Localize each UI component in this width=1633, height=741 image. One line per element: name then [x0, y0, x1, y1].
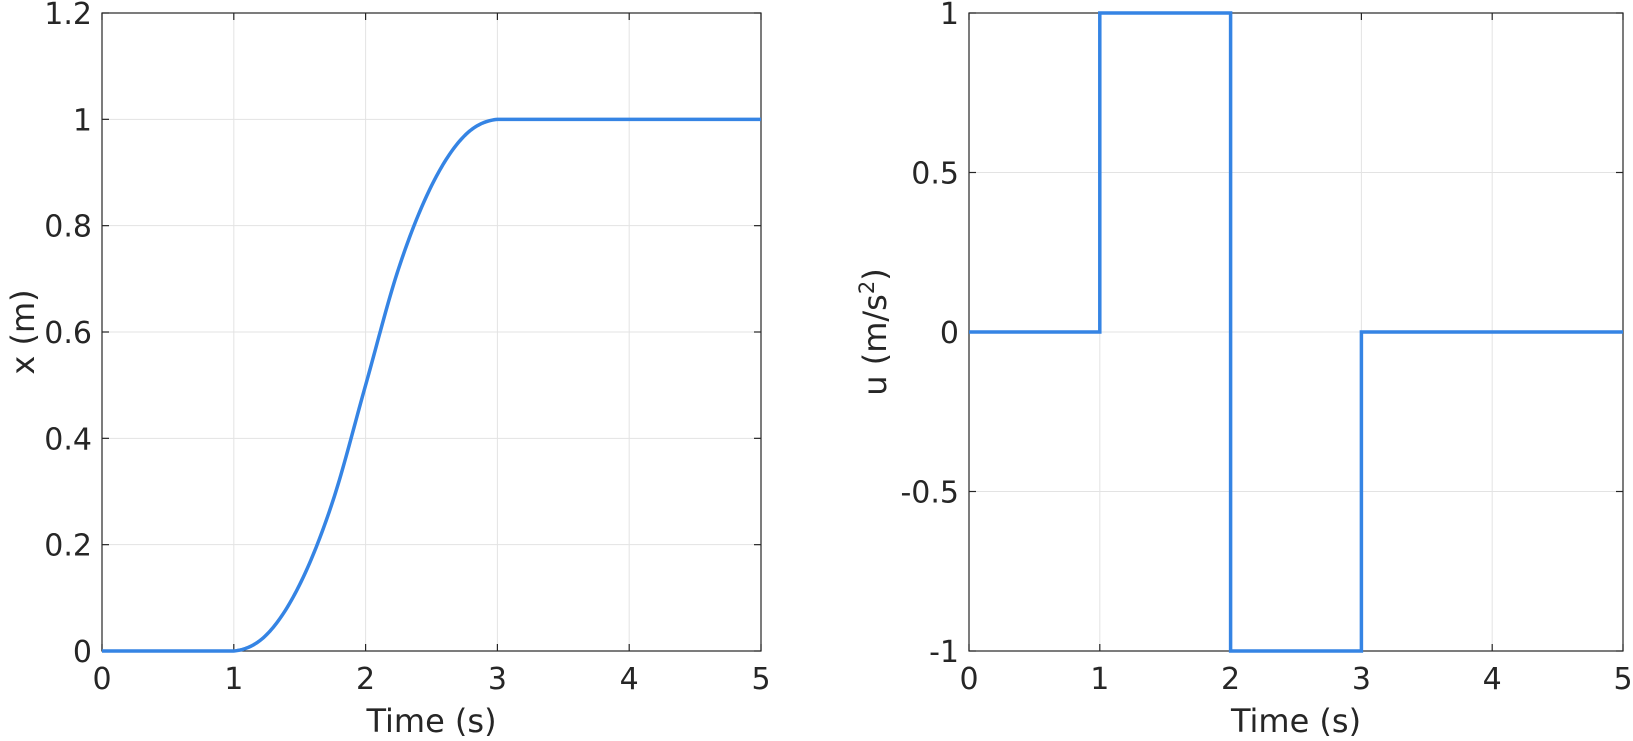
x-tick-label: 2 — [1221, 662, 1240, 697]
y-tick-label: 0.8 — [44, 210, 92, 245]
y-tick-label: 0 — [940, 316, 959, 351]
y-tick-labels: -1 -0.5 0 0.5 1 — [900, 0, 959, 670]
y-tick-label: -1 — [929, 635, 959, 670]
x-axis-label: Time (s) — [365, 702, 496, 740]
y-tick-label: 1 — [73, 103, 92, 138]
y-axis-label-superscript: 2 — [855, 281, 879, 294]
x-tick-label: 0 — [959, 662, 978, 697]
x-axis-label: Time (s) — [1230, 702, 1361, 740]
y-tick-label: 0.2 — [44, 529, 92, 564]
x-tick-labels: 0 1 2 3 4 5 — [959, 662, 1632, 697]
x-tick-label: 3 — [488, 662, 507, 697]
y-axis-label-main: u (m/s — [856, 294, 894, 396]
x-tick-label: 0 — [92, 662, 111, 697]
x-tick-label: 4 — [620, 662, 639, 697]
y-tick-label: 1.2 — [44, 0, 92, 32]
series-line — [969, 11, 1623, 653]
x-tick-label: 4 — [1483, 662, 1502, 697]
grid — [101, 12, 762, 652]
series-line — [102, 117, 761, 653]
x-tick-label: 1 — [1090, 662, 1109, 697]
y-tick-label: 0.5 — [911, 157, 959, 192]
series-group — [969, 11, 1623, 653]
y-tick-label: 0 — [73, 635, 92, 670]
x-tick-label: 1 — [224, 662, 243, 697]
y-tick-labels: 0 0.2 0.4 0.6 0.8 1 1.2 — [44, 0, 92, 670]
y-axis-label: x (m) — [4, 289, 42, 374]
series-group — [102, 117, 761, 653]
x-tick-labels: 0 1 2 3 4 5 — [92, 662, 770, 697]
x-tick-label: 5 — [1613, 662, 1632, 697]
y-tick-label: 0.4 — [44, 422, 92, 457]
y-axis-label-end: ) — [856, 268, 894, 280]
x-tick-label: 2 — [356, 662, 375, 697]
x-tick-label: 5 — [751, 662, 770, 697]
x-tick-label: 3 — [1352, 662, 1371, 697]
position-plot: 0 1 2 3 4 5 0 0.2 0.4 0.6 0.8 1 1.2 Time (s) x (m) — [4, 0, 771, 740]
y-tick-label: -0.5 — [900, 476, 959, 511]
y-axis-label: u (m/s2) — [855, 268, 894, 395]
y-tick-label: 0.6 — [44, 316, 92, 351]
y-tick-label: 1 — [940, 0, 959, 32]
